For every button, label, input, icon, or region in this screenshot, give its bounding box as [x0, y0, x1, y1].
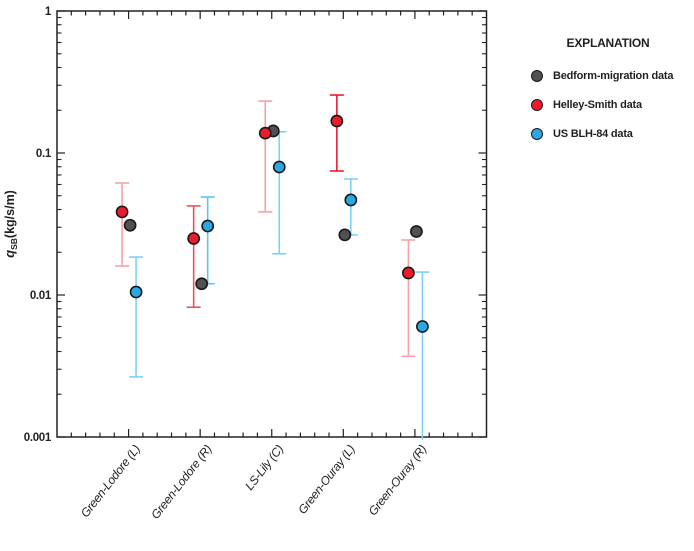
- bedform-migration-data-point: [410, 225, 423, 238]
- us-blh-84-data-point: [201, 219, 215, 233]
- us-blh-84-data-point: [272, 160, 286, 174]
- legend-item-label: US BLH-84 data: [553, 128, 633, 140]
- x-category-label: Green-Ouray (L): [295, 442, 358, 517]
- y-tick-label: 0.01: [30, 290, 52, 302]
- us-blh-84-data-point: [416, 320, 429, 333]
- x-category-label: LS-Lily (C): [242, 442, 286, 493]
- chart-legend: EXPLANATION Bedform-migration data Helle…: [524, 36, 694, 157]
- legend-item-label: Helley-Smith data: [553, 99, 642, 111]
- x-category-label: Green-Lodore (L): [78, 442, 143, 520]
- helley-smith-data-point: [115, 205, 129, 219]
- legend-item-bedform: Bedform-migration data: [524, 70, 694, 82]
- legend-item-helley-smith: Helley-Smith data: [524, 99, 694, 111]
- helley-smith-data-point: [402, 266, 415, 280]
- legend-item-us-blh-84: US BLH-84 data: [524, 128, 694, 140]
- y-tick-label: 0.1: [36, 148, 52, 160]
- helley-smith-marker-icon: [531, 99, 543, 111]
- helley-smith-data-point: [187, 232, 201, 245]
- legend-item-label: Bedform-migration data: [553, 70, 674, 82]
- x-category-label: Green-Ouray (R): [366, 442, 430, 518]
- bedform-migration-data-point: [338, 228, 352, 242]
- y-axis-title: qSB(kg/s/m): [2, 190, 19, 258]
- helley-smith-data-point: [258, 126, 272, 140]
- us-blh-84-marker-icon: [531, 128, 543, 140]
- x-category-label: Green-Lodore (R): [148, 442, 215, 522]
- helley-smith-data-point: [330, 114, 344, 128]
- legend-title: EXPLANATION: [566, 36, 650, 50]
- y-tick-label: 1: [45, 6, 52, 18]
- us-blh-84-data-point: [344, 193, 358, 207]
- y-tick-label: 0.001: [24, 432, 52, 444]
- bedform-migration-data-point: [195, 277, 209, 291]
- bedform-migration-marker-icon: [531, 70, 543, 82]
- bedform-migration-data-point: [123, 218, 137, 232]
- us-blh-84-data-point: [129, 285, 143, 299]
